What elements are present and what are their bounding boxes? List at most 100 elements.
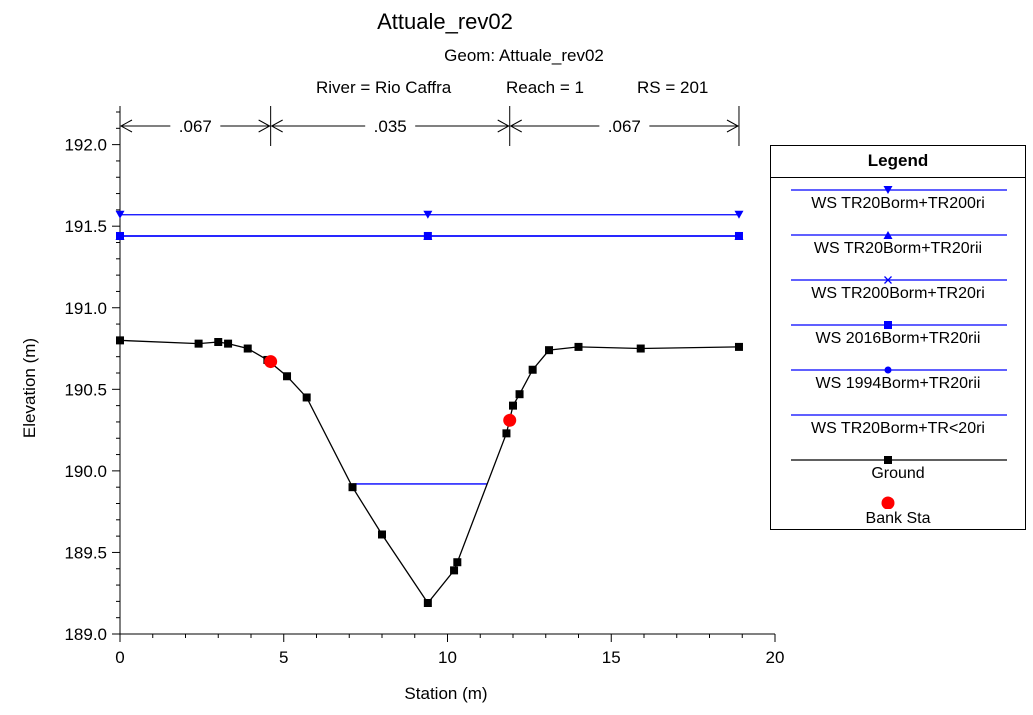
series-6 — [116, 336, 743, 608]
data-point — [734, 342, 743, 351]
manning-segment: .035 — [270, 117, 510, 136]
legend-swatch — [791, 321, 1007, 329]
data-point — [734, 231, 744, 240]
y-tick-label: 191.5 — [64, 217, 107, 236]
legend-label: WS TR20Borm+TR20rii — [813, 240, 983, 257]
chart-subtitle: Geom: Attuale_rev02 — [444, 46, 604, 65]
legend-item: WS TR20Borm+TR20rii — [771, 223, 1025, 268]
reach-label: Reach = 1 — [506, 78, 584, 97]
series-7 — [264, 355, 517, 427]
data-point — [423, 231, 433, 240]
legend-label: Bank Sta — [865, 510, 931, 527]
data-point — [734, 210, 744, 219]
legend-label: WS TR200Borm+TR20ri — [811, 285, 985, 302]
data-point — [115, 231, 125, 240]
y-tick-label: 190.0 — [64, 462, 107, 481]
chart-title: Attuale_rev02 — [377, 9, 513, 34]
data-point — [515, 390, 524, 399]
legend-label: WS TR20Borm+TR<20ri — [811, 420, 985, 437]
legend-marker — [884, 276, 892, 284]
legend-swatch — [791, 366, 1007, 374]
legend-item: Bank Sta — [771, 493, 1025, 538]
legend-marker — [883, 186, 893, 194]
legend-items: WS TR20Borm+TR200ri WS TR20Borm+TR20rii WS… — [771, 178, 1025, 538]
legend-marker — [884, 456, 892, 464]
data-point — [115, 210, 125, 219]
data-point — [283, 372, 292, 381]
data-point — [224, 339, 233, 348]
x-tick-label: 0 — [115, 648, 124, 667]
data-point — [116, 336, 124, 345]
plot-series — [115, 210, 744, 608]
data-point — [453, 558, 462, 567]
manning-arrowhead — [119, 119, 133, 133]
manning-n-values: .067 .035 .067 — [119, 106, 740, 146]
manning-arrowhead — [497, 119, 510, 133]
y-tick-label: 192.0 — [64, 136, 107, 155]
legend-swatch — [791, 414, 1007, 416]
data-point — [574, 342, 583, 351]
rs-label: RS = 201 — [637, 78, 708, 97]
manning-n-label: .035 — [374, 117, 407, 136]
legend-label: Ground — [871, 465, 925, 482]
legend-item: Ground — [771, 448, 1025, 493]
data-point — [348, 483, 357, 492]
data-point — [423, 599, 432, 608]
manning-arrowhead — [270, 119, 283, 133]
data-point — [528, 365, 537, 374]
legend-label: WS TR20Borm+TR200ri — [811, 195, 985, 212]
data-point — [378, 530, 386, 539]
x-tick-label: 15 — [602, 648, 621, 667]
data-point — [243, 344, 252, 353]
legend-marker — [883, 231, 893, 239]
manning-n-label: .067 — [608, 117, 641, 136]
series-1 — [115, 231, 744, 240]
legend-item: WS 1994Borm+TR20rii — [771, 358, 1025, 403]
series-0 — [115, 210, 744, 219]
data-point — [194, 339, 203, 348]
legend-item: WS 2016Borm+TR20rii — [771, 313, 1025, 358]
legend-swatch — [791, 456, 1007, 464]
legend-label: WS 1994Borm+TR20rii — [815, 375, 981, 392]
y-axis-label: Elevation (m) — [20, 338, 39, 438]
x-tick-label: 10 — [438, 648, 457, 667]
y-tick-label: 189.5 — [64, 543, 107, 562]
data-point — [264, 355, 278, 369]
manning-arrowhead — [726, 119, 740, 133]
legend-swatch — [791, 276, 1007, 284]
y-tick-label: 191.0 — [64, 299, 107, 318]
x-axis-ticks: 0 5 10 15 20 — [115, 634, 784, 667]
manning-n-label: .067 — [179, 117, 212, 136]
data-point — [503, 413, 517, 427]
series-line — [119, 339, 739, 605]
y-axis-ticks: 189.0 189.5 190.0 190.5 191.0 191.5 192.0 — [64, 111, 120, 644]
river-label: River = Rio Caffra — [316, 78, 452, 97]
legend-swatch — [881, 496, 895, 509]
x-tick-label: 20 — [766, 648, 785, 667]
legend-marker — [881, 496, 895, 509]
manning-arrowhead — [258, 119, 271, 133]
data-point — [302, 393, 311, 402]
legend-item: WS TR200Borm+TR20ri — [771, 268, 1025, 313]
legend-marker — [884, 366, 892, 374]
legend-title: Legend — [771, 146, 1025, 178]
legend: Legend WS TR20Borm+TR200ri WS TR20Borm+TR… — [770, 145, 1026, 530]
y-tick-label: 190.5 — [64, 380, 107, 399]
legend-swatch — [791, 231, 1007, 239]
x-axis-label: Station (m) — [404, 684, 487, 703]
data-point — [423, 210, 433, 219]
data-point — [636, 344, 645, 353]
marker-stroke — [884, 276, 892, 284]
legend-label: WS 2016Borm+TR20rii — [815, 330, 981, 347]
y-tick-label: 189.0 — [64, 625, 107, 644]
data-point — [214, 338, 223, 347]
data-point — [450, 566, 459, 575]
manning-segment: .067 — [509, 117, 740, 136]
legend-item: WS TR20Borm+TR200ri — [771, 178, 1025, 223]
legend-item: WS TR20Borm+TR<20ri — [771, 403, 1025, 448]
data-point — [509, 401, 517, 410]
manning-arrowhead — [509, 119, 522, 133]
legend-marker — [884, 321, 892, 329]
manning-segment: .067 — [119, 117, 271, 136]
